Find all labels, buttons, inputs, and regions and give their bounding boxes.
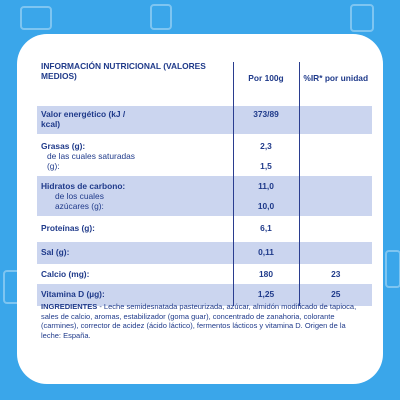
table-row: Grasas (g): de las cuales saturadas (g):… <box>37 134 372 176</box>
row-label: Vitamina D (µg): <box>37 284 233 306</box>
background-decoration <box>350 4 374 32</box>
row-ir <box>299 134 372 176</box>
row-value: 1,25 <box>232 284 300 306</box>
ingredients-text: INGREDIENTES - Leche semidesnatada paste… <box>41 302 359 340</box>
header-per100g: Por 100g <box>232 62 300 106</box>
nutrition-card: INFORMACIÓN NUTRICIONAL (VALORES MEDIOS)… <box>17 34 383 384</box>
ingredients-list: - Leche semidesnatada pasteurizada, azúc… <box>41 302 357 340</box>
table-row: Vitamina D (µg): 1,25 25 <box>37 284 372 306</box>
table-row: Calcio (mg): 180 23 <box>37 264 372 284</box>
row-ir: 25 <box>299 284 372 306</box>
row-label: Grasas (g): de las cuales saturadas (g): <box>41 141 135 171</box>
background-decoration <box>20 6 52 30</box>
row-label: Calcio (mg): <box>41 269 90 279</box>
table-row: Hidratos de carbono: de los cuales azúca… <box>37 176 372 216</box>
row-value: 373/89 <box>232 106 300 134</box>
table-row: Proteínas (g): 6,1 <box>37 216 372 242</box>
row-value: 11,0 10,0 <box>232 176 300 216</box>
row-value: 180 <box>232 264 300 284</box>
nutrition-table: INFORMACIÓN NUTRICIONAL (VALORES MEDIOS)… <box>37 61 372 306</box>
row-value: 2,3 1,5 <box>232 134 300 176</box>
table-header-row: INFORMACIÓN NUTRICIONAL (VALORES MEDIOS)… <box>37 61 372 106</box>
row-label: Hidratos de carbono: de los cuales azúca… <box>37 176 233 216</box>
header-info: INFORMACIÓN NUTRICIONAL (VALORES MEDIOS) <box>41 61 206 81</box>
background-decoration <box>150 4 172 30</box>
row-ir <box>299 242 372 264</box>
row-label: Valor energético (kJ / kcal) <box>37 106 233 134</box>
row-ir <box>299 106 372 134</box>
row-value: 6,1 <box>232 216 300 242</box>
row-label: Proteínas (g): <box>41 223 95 233</box>
table-row: Valor energético (kJ / kcal) 373/89 <box>37 106 372 134</box>
row-ir: 23 <box>331 269 341 279</box>
row-ir <box>299 216 372 242</box>
header-ir: %IR* por unidad <box>303 73 369 83</box>
row-label: Sal (g): <box>37 242 233 264</box>
background-decoration <box>385 250 400 288</box>
row-value: 0,11 <box>232 242 300 264</box>
row-ir <box>299 176 372 216</box>
table-row: Sal (g): 0,11 <box>37 242 372 264</box>
ingredients-label: INGREDIENTES <box>41 302 98 311</box>
